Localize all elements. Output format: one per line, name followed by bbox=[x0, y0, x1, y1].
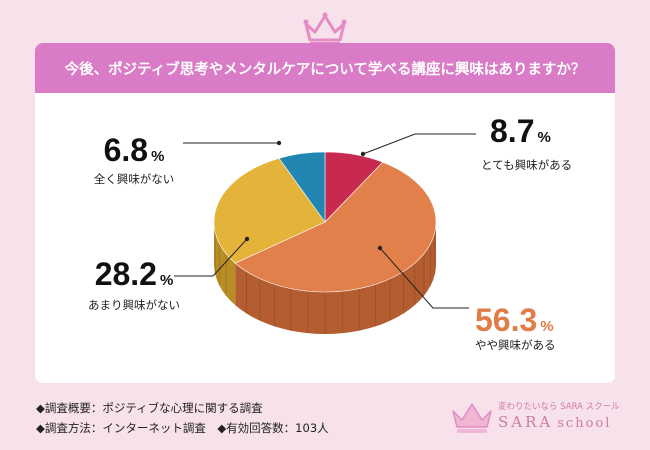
leader-line-0 bbox=[362, 133, 476, 155]
slice-value-3: 6.8% bbox=[104, 132, 165, 168]
slice-side-1-0 bbox=[235, 222, 436, 334]
slice-value-2: 28.2% bbox=[95, 256, 174, 292]
leader-dot-1 bbox=[377, 245, 383, 251]
brand-name-sub: school bbox=[557, 416, 612, 431]
chart-card: 今後、ポジティブ思考やメンタルケアについて学べる講座に興味はありますか？ 8.7… bbox=[35, 43, 615, 383]
leader-line-2 bbox=[174, 238, 248, 277]
slice-1 bbox=[234, 161, 437, 293]
survey-summary: ◆調査概要：ポジティブな心理に関する調査 bbox=[36, 401, 263, 415]
survey-method: ◆調査方法：インターネット調査 ◆有効回答数：103人 bbox=[36, 421, 329, 435]
brand-logo: 変わりたいなら SARA スクール SARA school bbox=[450, 397, 630, 441]
pie-chart: 8.7 % とても興味がある 56.3 %やや興味がある 28.2 % あまり興味がない 6.8… bbox=[88, 113, 572, 352]
slice-label-3: 全く興味がない bbox=[94, 172, 175, 186]
title-banner: 今後、ポジティブ思考やメンタルケアについて学べる講座に興味はありますか？ bbox=[35, 43, 615, 93]
slice-label-0: とても興味がある bbox=[481, 158, 572, 172]
leader-dot-3 bbox=[276, 140, 282, 146]
slice-3 bbox=[278, 151, 326, 223]
chart-title: 今後、ポジティブ思考やメンタルケアについて学べる講座に興味はありますか？ bbox=[64, 61, 586, 78]
leader-line-1 bbox=[379, 247, 469, 309]
crown-icon bbox=[452, 403, 492, 433]
leader-dot-2 bbox=[244, 236, 250, 242]
slice-label-1: やや興味がある bbox=[475, 338, 556, 352]
brand-tagline: 変わりたいなら SARA スクール bbox=[498, 402, 620, 412]
brand-name-main: SARA bbox=[498, 413, 554, 431]
leader-dot-0 bbox=[360, 151, 366, 157]
slice-label-2: あまり興味がない bbox=[88, 298, 180, 312]
slice-2 bbox=[213, 157, 326, 264]
slice-value-0: 8.7% bbox=[490, 113, 551, 149]
slice-value-1: 56.3% bbox=[475, 302, 554, 338]
crown-icon bbox=[303, 12, 347, 45]
brand-name: SARA school bbox=[498, 413, 611, 431]
